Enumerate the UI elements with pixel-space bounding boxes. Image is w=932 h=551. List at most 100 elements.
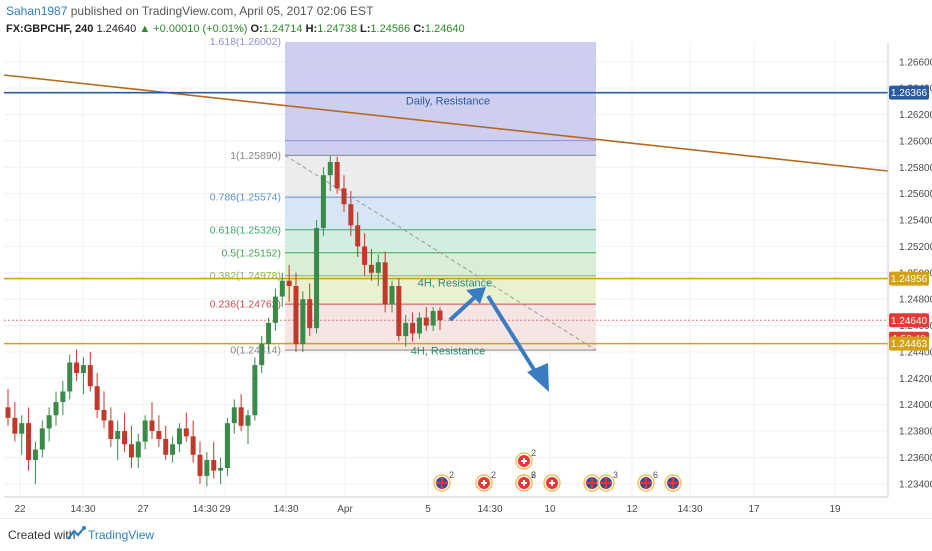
tradingview-logo-icon[interactable] bbox=[66, 525, 86, 543]
candle-body bbox=[382, 262, 388, 305]
swiss-flag-cross bbox=[481, 480, 487, 486]
author-link[interactable]: Sahan1987 bbox=[6, 4, 68, 18]
candle-body bbox=[279, 280, 285, 297]
price-chart[interactable]: 1.266001.264001.262001.260001.258001.256… bbox=[0, 38, 932, 518]
open-value: 1.24714 bbox=[262, 23, 303, 35]
candle-up bbox=[60, 380, 66, 416]
low-value: 1.24566 bbox=[370, 23, 411, 35]
candle-body bbox=[368, 264, 374, 273]
candle-body bbox=[327, 162, 333, 176]
event-count-badge: 6 bbox=[653, 470, 658, 480]
fib-level-label: 0.786(1.25574) bbox=[210, 192, 281, 204]
uk-flag-event-icon[interactable] bbox=[637, 474, 655, 492]
event-count-badge: 6 bbox=[531, 470, 536, 480]
candle-up bbox=[53, 391, 59, 426]
uk-flag-event-icon[interactable] bbox=[664, 474, 682, 492]
candle-body bbox=[252, 365, 258, 416]
candle-down bbox=[211, 441, 217, 479]
candle-body bbox=[320, 175, 326, 228]
y-tick-label: 1.25800 bbox=[899, 163, 932, 174]
candle-body bbox=[293, 285, 299, 345]
x-tick-label: 14:30 bbox=[477, 504, 502, 515]
candle-body bbox=[67, 362, 73, 392]
x-tick-label: 19 bbox=[829, 504, 841, 515]
candle-up bbox=[416, 312, 422, 339]
candle-down bbox=[87, 351, 93, 392]
event-count-badge: 2 bbox=[531, 448, 536, 458]
fib-zone bbox=[285, 229, 596, 253]
swiss-flag-event-icon[interactable] bbox=[475, 474, 493, 492]
candle-body bbox=[156, 431, 162, 439]
candle-down bbox=[163, 425, 169, 461]
symbol-label[interactable]: FX:GBPCHF, 240 bbox=[6, 23, 94, 35]
candle-body bbox=[149, 420, 155, 432]
candle-body bbox=[197, 454, 203, 476]
candle-body bbox=[19, 423, 25, 434]
candle-up bbox=[135, 433, 141, 468]
y-tick-label: 1.23600 bbox=[899, 453, 932, 464]
candle-down bbox=[5, 388, 11, 426]
fib-level-label: 1(1.25890) bbox=[230, 150, 281, 162]
y-tick-label: 1.25600 bbox=[899, 189, 932, 200]
uk-flag-event-icon[interactable] bbox=[433, 474, 451, 492]
fib-level-label: 0(1.24414) bbox=[230, 345, 281, 357]
candle-down bbox=[94, 373, 100, 418]
candle-down bbox=[108, 407, 114, 447]
footer: Created with TradingView bbox=[0, 518, 932, 551]
event-count-badge: 2 bbox=[449, 470, 454, 480]
annotation-daily-resistance: Daily, Resistance bbox=[406, 96, 490, 108]
candle-body bbox=[272, 296, 278, 323]
y-tick-label: 1.24200 bbox=[899, 374, 932, 385]
candle-body bbox=[238, 407, 244, 426]
x-tick-label: 5 bbox=[425, 504, 431, 515]
candle-body bbox=[403, 322, 409, 337]
candle-down bbox=[101, 391, 107, 429]
arrow-head-down bbox=[527, 363, 549, 392]
candle-up bbox=[170, 436, 176, 463]
swiss-flag-cross bbox=[521, 458, 527, 464]
projection-arrow-up bbox=[448, 296, 476, 322]
swiss-flag-event-icon[interactable] bbox=[515, 452, 533, 470]
swiss-flag-event-icon[interactable] bbox=[515, 474, 533, 492]
annotation-4h-resistance-lower: 4H, Resistance bbox=[411, 346, 486, 358]
candle-down bbox=[368, 249, 374, 281]
candle-body bbox=[389, 285, 395, 305]
swiss-flag-cross bbox=[549, 480, 555, 486]
y-tick-label: 1.26000 bbox=[899, 136, 932, 147]
candle-body bbox=[375, 262, 381, 273]
event-count-badge: 2 bbox=[531, 470, 536, 480]
swiss-flag-event-icon[interactable] bbox=[543, 474, 561, 492]
candle-body bbox=[128, 444, 134, 458]
candle-body bbox=[5, 407, 11, 418]
candle-body bbox=[87, 365, 93, 387]
uk-flag-cross bbox=[600, 477, 612, 489]
candle-up bbox=[403, 315, 409, 347]
ohlc-bar: FX:GBPCHF, 240 1.24640 ▲ +0.00010 (+0.01… bbox=[6, 23, 465, 35]
publish-info: Sahan1987 published on TradingView.com, … bbox=[6, 4, 373, 18]
candle-body bbox=[53, 402, 59, 416]
candle-body bbox=[307, 299, 313, 329]
candle-body bbox=[314, 227, 320, 329]
uk-flag-event-icon[interactable] bbox=[597, 474, 615, 492]
candle-down bbox=[410, 312, 416, 342]
uk-flag-cross bbox=[667, 477, 679, 489]
open-label: O: bbox=[250, 23, 263, 35]
candle-down bbox=[341, 175, 347, 213]
fib-level-label: 0.5(1.25152) bbox=[221, 247, 281, 259]
candle-body bbox=[74, 362, 80, 374]
candle-body bbox=[122, 431, 128, 445]
candle-down bbox=[307, 283, 313, 337]
uk-flag-cross bbox=[640, 477, 652, 489]
candle-down bbox=[286, 264, 292, 302]
candle-body bbox=[218, 467, 224, 471]
price-label-box bbox=[889, 313, 929, 328]
x-tick-label: 29 bbox=[219, 504, 231, 515]
candle-down bbox=[348, 191, 354, 236]
y-tick-label: 1.26200 bbox=[899, 110, 932, 121]
arrow-head-up bbox=[466, 287, 486, 304]
uk-flag-event-icon[interactable] bbox=[583, 474, 601, 492]
candle-body bbox=[224, 423, 230, 468]
candle-up bbox=[300, 291, 306, 352]
tradingview-brand[interactable]: TradingView bbox=[88, 528, 155, 542]
price-label-box bbox=[889, 85, 929, 100]
